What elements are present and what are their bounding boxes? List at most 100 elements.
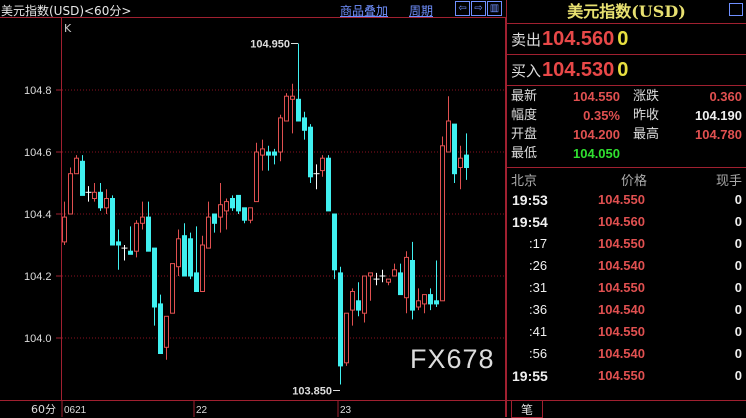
panel-title-text: 美元指数(USD) (567, 2, 686, 21)
candle-body (440, 145, 445, 302)
amplitude-label: 幅度 (511, 108, 538, 123)
tick-price: 104.550 (598, 236, 645, 251)
candle-body (80, 160, 85, 196)
candle-body (320, 157, 325, 172)
candle-body (176, 238, 181, 268)
arrow-left-icon[interactable]: ⇦ (455, 1, 470, 16)
candle-body (422, 294, 427, 305)
buy-price: 104.530 (542, 58, 615, 81)
candle-body (242, 207, 247, 221)
candle-body (230, 198, 235, 209)
high-value: 104.780 (695, 127, 742, 142)
candle-body (296, 98, 301, 122)
candle-body (152, 247, 157, 308)
candle-body (68, 173, 73, 215)
watermark: FX678 (410, 344, 495, 374)
tick-row: 19:53 104.550 0 (507, 188, 746, 210)
candlestick-chart[interactable]: 104.8 104.6 104.4 104.2 104.0 K 60分 0621 22 23 104… (0, 18, 506, 417)
candle-body (164, 315, 169, 348)
tick-price: 104.550 (598, 280, 645, 295)
tick-price: 104.550 (598, 368, 645, 383)
tick-row: :17 104.550 0 (507, 232, 746, 254)
tick-price: 104.550 (598, 192, 645, 207)
candle-body (218, 204, 223, 218)
tick-time: :41 (529, 324, 548, 339)
panel-toggle-icon[interactable]: ▥ (487, 1, 502, 16)
open-label: 开盘 (511, 127, 538, 142)
tick-list[interactable]: 19:53 104.550 0 19:54 104.560 0:17 104.550 0:26… (507, 188, 746, 386)
candle-body (326, 157, 331, 212)
low-label: 最低 (511, 146, 538, 161)
candle-body (158, 303, 163, 354)
candle-body (410, 260, 415, 311)
tick-row: :56 104.540 0 (507, 342, 746, 364)
candle-body (74, 157, 79, 175)
maximize-icon[interactable] (729, 3, 743, 16)
tick-volume: 0 (734, 346, 742, 361)
candle-body (260, 148, 265, 156)
latest-value: 104.550 (573, 89, 620, 104)
tick-time: :17 (529, 236, 548, 251)
x-tick-label: 0621 (64, 405, 87, 416)
tick-row: 19:55 104.550 0 (507, 364, 746, 386)
candle-body (266, 151, 271, 156)
candle-body (344, 312, 349, 364)
tick-volume: 0 (734, 368, 742, 383)
candle-body (308, 126, 313, 178)
candle-body (434, 300, 439, 305)
prev-close-value: 104.190 (695, 108, 742, 123)
tick-price: 104.550 (598, 324, 645, 339)
tick-price: 104.540 (598, 258, 645, 273)
candle-body (98, 191, 103, 209)
tick-time: 19:53 (512, 192, 548, 208)
candle-body (188, 238, 193, 277)
candle-body (446, 120, 451, 153)
x-tick-label: 23 (340, 405, 352, 416)
low-value: 104.050 (573, 146, 620, 161)
tick-time: :36 (529, 302, 548, 317)
candle-body (116, 241, 121, 246)
candle-body (146, 216, 151, 252)
candle-body (386, 278, 391, 283)
volume-header: 现手 (715, 174, 742, 189)
open-value: 104.200 (573, 127, 620, 142)
period-link[interactable]: 周期 (409, 4, 434, 18)
chart-toolbar: 美元指数(USD)<60分> 商品叠加 周期 ⇦ ⇨ ▥ (0, 0, 506, 18)
quote-panel: 美元指数(USD) 卖出 104.560 0 买入 104.530 0 最新 1… (506, 0, 746, 418)
candle-body (272, 151, 277, 156)
chart-type-label: K (64, 22, 72, 35)
candle-body (368, 272, 373, 277)
arrow-right-icon[interactable]: ⇨ (471, 1, 486, 16)
tick-volume: 0 (734, 236, 742, 251)
tick-volume: 0 (734, 258, 742, 273)
tick-volume: 0 (734, 214, 742, 229)
candle-body (194, 272, 199, 292)
overlay-commodity-link[interactable]: 商品叠加 (340, 4, 389, 18)
tick-volume: 0 (734, 302, 742, 317)
tick-volume: 0 (734, 192, 742, 207)
price-header: 价格 (621, 174, 648, 189)
sell-volume: 0 (617, 27, 629, 50)
candle-body (464, 154, 469, 169)
time-header: 北京 (511, 174, 538, 189)
candle-body (278, 117, 283, 153)
candle-body (110, 198, 115, 246)
candle-body (182, 235, 187, 277)
y-tick-label: 104.2 (24, 271, 52, 283)
high-label: 最高 (633, 127, 660, 142)
candle-body (356, 300, 361, 311)
y-tick-label: 104.0 (24, 333, 52, 345)
tick-time: 19:54 (512, 214, 548, 230)
tick-price: 104.540 (598, 346, 645, 361)
candle-body (290, 95, 295, 100)
candle-body (128, 250, 133, 255)
change-label: 涨跌 (633, 89, 660, 104)
tick-price: 104.560 (598, 214, 645, 229)
buy-label: 买入 (511, 61, 542, 80)
y-tick-label: 104.6 (24, 147, 52, 159)
y-tick-label: 104.4 (24, 209, 52, 221)
tab-trades[interactable]: 笔 (511, 401, 543, 418)
candle-body (392, 269, 397, 277)
amplitude-value: 0.35% (583, 108, 620, 123)
candle-body (416, 300, 421, 308)
